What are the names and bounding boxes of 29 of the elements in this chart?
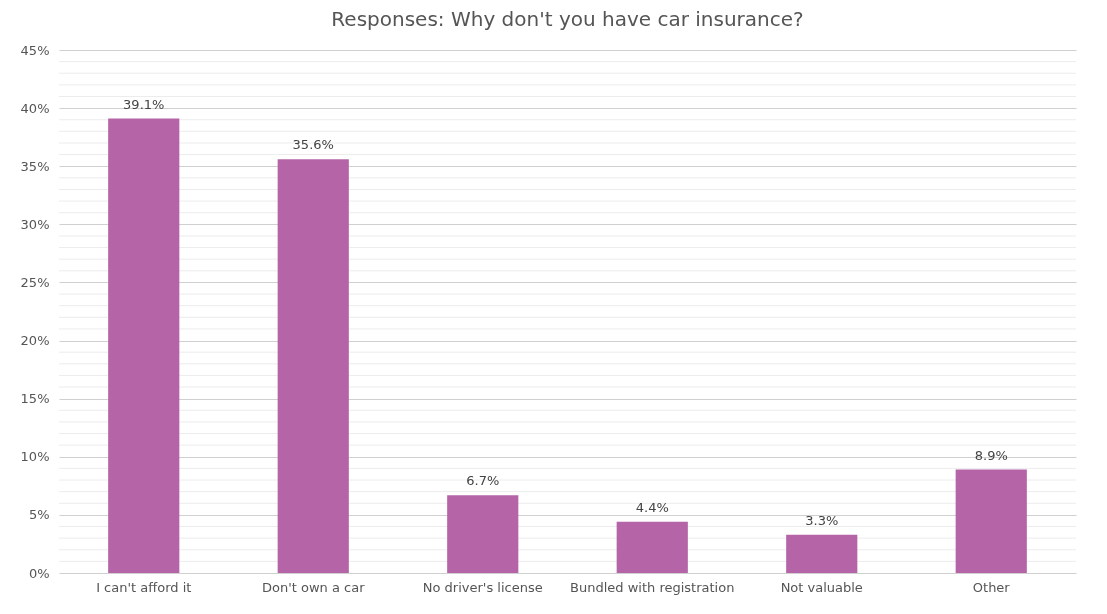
y-tick-label: 0%	[28, 565, 50, 581]
data-label: 4.4%	[635, 499, 669, 515]
bar	[108, 118, 180, 573]
x-tick-label: Other	[972, 579, 1011, 595]
data-label: 6.7%	[466, 473, 500, 489]
y-tick-label: 20%	[20, 333, 50, 349]
y-tick-label: 40%	[20, 100, 50, 116]
y-tick-label: 10%	[20, 449, 50, 465]
x-tick-label: Not valuable	[780, 579, 863, 595]
x-tick-label: Bundled with registration	[570, 579, 735, 595]
data-label: 35.6%	[292, 137, 334, 153]
y-tick-label: 30%	[20, 216, 50, 232]
bar	[616, 521, 688, 573]
bar	[955, 469, 1027, 573]
data-label: 39.1%	[123, 96, 165, 112]
bar	[786, 534, 858, 573]
y-tick-label: 35%	[20, 158, 50, 174]
y-tick-label: 15%	[20, 391, 50, 407]
bar	[277, 159, 349, 573]
x-tick-label: I can't afford it	[96, 579, 192, 595]
chart-title: Responses: Why don't you have car insurance?	[331, 7, 804, 31]
y-tick-label: 5%	[28, 507, 50, 523]
data-label: 8.9%	[974, 447, 1008, 463]
data-label: 3.3%	[805, 512, 839, 528]
bar	[447, 495, 519, 573]
y-tick-label: 25%	[20, 274, 50, 290]
x-tick-label: Don't own a car	[261, 579, 366, 595]
x-tick-label: No driver's license	[422, 579, 543, 595]
y-tick-label: 45%	[20, 42, 50, 58]
